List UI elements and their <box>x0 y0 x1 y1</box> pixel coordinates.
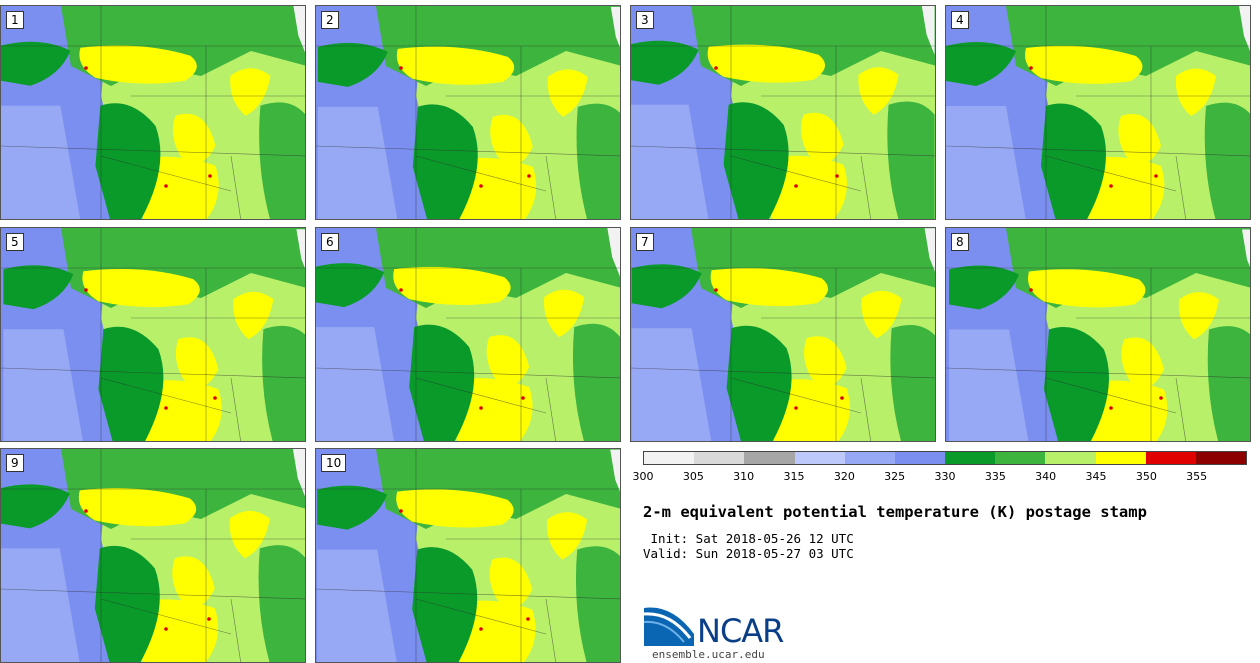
member-label: 8 <box>951 233 969 251</box>
ncar-logo-icon <box>643 607 694 646</box>
colorbar-swatch <box>1045 452 1096 464</box>
map-2 <box>316 6 620 219</box>
ensemble-panel-2: 2 <box>315 5 621 220</box>
colorbar-swatch <box>894 452 946 464</box>
map-6 <box>316 228 620 441</box>
colorbar-swatch <box>995 452 1046 464</box>
member-label: 1 <box>6 11 24 29</box>
map-10 <box>316 449 620 662</box>
colorbar-tick-label: 310 <box>733 470 755 483</box>
member-label: 6 <box>321 233 339 251</box>
ensemble-panel-10: 10 <box>315 448 621 663</box>
colorbar-tick-label: 345 <box>1085 470 1107 483</box>
ensemble-panel-4: 4 <box>945 5 1251 220</box>
colorbar-tick-label: 330 <box>934 470 956 483</box>
ensemble-panel-8: 8 <box>945 227 1251 442</box>
valid-time: Valid: Sun 2018-05-27 03 UTC <box>643 546 854 561</box>
member-label: 7 <box>636 233 654 251</box>
colorbar-tick-label: 315 <box>783 470 805 483</box>
site-url: ensemble.ucar.edu <box>652 648 765 661</box>
colorbar-swatch <box>794 452 845 464</box>
colorbar-tick-label: 355 <box>1186 470 1208 483</box>
map-7 <box>631 228 935 441</box>
figure-title: 2-m equivalent potential temperature (K)… <box>643 503 1147 521</box>
colorbar-tick-label: 350 <box>1135 470 1157 483</box>
map-4 <box>946 6 1250 219</box>
member-label: 2 <box>321 11 339 29</box>
colorbar <box>643 451 1247 465</box>
ensemble-panel-1: 1 <box>0 5 306 220</box>
colorbar-tick-label: 325 <box>884 470 906 483</box>
colorbar-tick-label: 340 <box>1035 470 1057 483</box>
colorbar-tick-label: 300 <box>632 470 654 483</box>
colorbar-tick-label: 335 <box>984 470 1006 483</box>
member-label: 10 <box>321 454 347 472</box>
init-time: Init: Sat 2018-05-26 12 UTC <box>643 531 854 546</box>
colorbar-swatch <box>644 452 695 464</box>
member-label: 9 <box>6 454 24 472</box>
colorbar-tick-label: 305 <box>682 470 704 483</box>
ensemble-panel-5: 5 <box>0 227 306 442</box>
colorbar-swatch <box>945 452 996 464</box>
ensemble-panel-9: 9 <box>0 448 306 663</box>
map-8 <box>946 228 1250 441</box>
ensemble-panel-7: 7 <box>630 227 936 442</box>
member-label: 4 <box>951 11 969 29</box>
map-9 <box>1 449 305 662</box>
map-3 <box>631 6 935 219</box>
map-5 <box>1 228 305 441</box>
colorbar-ticks: 300 305 310 315 320 325 330 335 340 345 350 355 <box>633 470 1247 484</box>
logo-wordmark: NCAR <box>697 612 784 650</box>
colorbar-swatch <box>1095 452 1146 464</box>
ensemble-panel-6: 6 <box>315 227 621 442</box>
colorbar-swatch <box>1145 452 1196 464</box>
colorbar-tick-label: 320 <box>833 470 855 483</box>
ensemble-panel-3: 3 <box>630 5 936 220</box>
colorbar-swatch <box>744 452 795 464</box>
map-1 <box>1 6 305 219</box>
colorbar-swatch <box>694 452 745 464</box>
colorbar-swatch <box>1195 452 1247 464</box>
member-label: 5 <box>6 233 24 251</box>
member-label: 3 <box>636 11 654 29</box>
colorbar-swatch <box>844 452 895 464</box>
